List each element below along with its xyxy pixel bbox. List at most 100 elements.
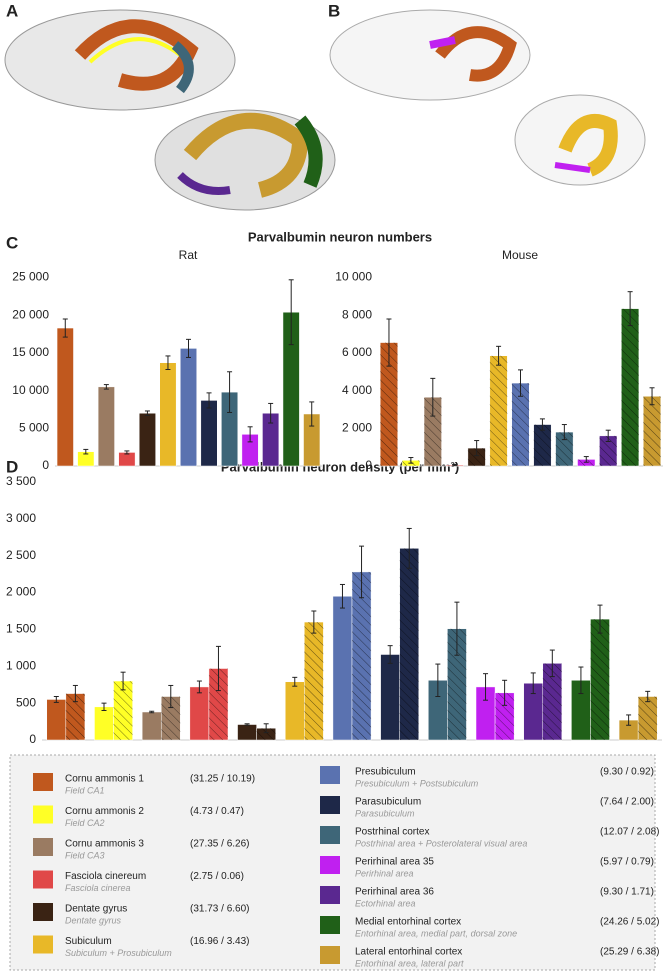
chart-title: Parvalbumin neuron numbers [248, 229, 432, 244]
legend-values: (12.07 / 2.08) [600, 827, 659, 838]
bar-hatch [380, 342, 398, 466]
legend-swatch [33, 805, 53, 824]
y-tick-label: 500 [16, 695, 36, 709]
legend-swatch [33, 935, 53, 954]
bar-hatch [489, 355, 508, 466]
y-tick-label: 10 000 [12, 383, 49, 397]
legend-name: Perirhinal area 36 [355, 887, 434, 898]
bar [118, 452, 136, 467]
bar-hatch [352, 571, 372, 740]
bar-hatch [304, 622, 324, 740]
bar-hatch [65, 693, 85, 740]
legend-values: (5.97 / 0.79) [600, 857, 654, 868]
bar-hatch [643, 396, 661, 466]
legend-subtitle: Perirhinal area [355, 868, 414, 878]
bar [380, 654, 400, 741]
chart-subtitle: Mouse [502, 248, 538, 262]
bar-hatch [161, 696, 181, 740]
legend-values: (4.73 / 0.47) [190, 806, 244, 817]
legend-values: (24.26 / 5.02) [600, 917, 659, 928]
legend-name: Postrhinal cortex [355, 827, 429, 838]
bar-hatch [208, 668, 228, 740]
bar [141, 711, 162, 741]
chart-title: Parvalbumin neuron density (per mm³) [221, 459, 459, 474]
bar-hatch [113, 681, 133, 740]
y-tick-label: 1 000 [6, 658, 36, 672]
panel-label: D [6, 457, 18, 476]
legend-subtitle: Field CA1 [65, 785, 105, 795]
chart-subtitle: Rat [179, 248, 198, 262]
legend-name: Cornu ammonis 2 [65, 806, 144, 817]
bar [46, 699, 67, 741]
bar [189, 686, 210, 741]
y-tick-label: 8 000 [342, 307, 372, 321]
bar [138, 412, 156, 467]
legend-swatch [33, 870, 53, 889]
y-tick-label: 20 000 [12, 307, 49, 321]
legend-name: Medial entorhinal cortex [355, 917, 461, 928]
y-tick-label: 2 000 [342, 420, 372, 434]
legend-values: (25.29 / 6.38) [600, 947, 659, 958]
bar [200, 400, 218, 467]
legend-values: (7.64 / 2.00) [600, 797, 654, 808]
legend-values: (31.73 / 6.60) [190, 904, 249, 915]
legend-swatch [320, 826, 340, 844]
legend-name: Dentate gyrus [65, 904, 127, 915]
legend-name: Perirhinal area 35 [355, 857, 434, 868]
bar-hatch [495, 692, 515, 740]
legend-values: (16.96 / 3.43) [190, 936, 249, 947]
legend-subtitle: Entorhinal area, medial part, dorsal zon… [355, 928, 517, 938]
bar-hatch [599, 435, 617, 466]
bar [94, 706, 114, 741]
legend-swatch [33, 903, 53, 921]
legend-swatch [320, 766, 340, 784]
bar-hatch [511, 383, 530, 466]
bar [159, 362, 177, 467]
brain-renderings [4, 9, 646, 211]
panel-label: C [6, 233, 18, 252]
panel-label: B [328, 1, 340, 20]
bar-hatch [590, 619, 610, 740]
bar [284, 681, 305, 741]
legend-swatch [320, 796, 340, 814]
legend-subtitle: Postrhinal area + Posterolateral visual … [355, 838, 527, 848]
legend-swatch [33, 773, 53, 791]
bar-hatch [533, 424, 552, 466]
bar-hatch [621, 308, 639, 466]
legend-subtitle: Fasciola cinerea [65, 883, 131, 893]
y-tick-label: 2 000 [6, 585, 36, 599]
legend-subtitle: Parasubiculum [355, 808, 415, 818]
panel-label: A [6, 1, 18, 20]
y-tick-label: 10 000 [335, 270, 372, 284]
legend-swatch [320, 856, 340, 874]
legend-name: Cornu ammonis 1 [65, 774, 144, 785]
y-tick-label: 5 000 [19, 420, 49, 434]
y-tick-label: 0 [365, 458, 372, 472]
legend-values: (9.30 / 1.71) [600, 887, 654, 898]
legend-name: Parasubiculum [355, 797, 421, 808]
legend-name: Subiculum [65, 936, 112, 947]
y-tick-label: 25 000 [12, 270, 49, 284]
y-tick-label: 3 500 [6, 474, 36, 488]
legend-subtitle: Entorhinal area, lateral part [355, 958, 464, 968]
bar-hatch [555, 432, 574, 466]
bar-hatch [424, 397, 442, 466]
legend-subtitle: Field CA2 [65, 818, 105, 828]
legend-swatch [320, 946, 340, 964]
y-tick-label: 2 500 [6, 548, 36, 562]
bar-hatch [447, 628, 467, 740]
bar [56, 327, 74, 467]
bar-hatch [399, 548, 419, 740]
legend-name: Cornu ammonis 3 [65, 839, 144, 850]
legend-name: Lateral entorhinal cortex [355, 947, 462, 958]
legend-values: (2.75 / 0.06) [190, 871, 244, 882]
legend-subtitle: Subiculum + Prosubiculum [65, 948, 172, 958]
legend-swatch [320, 916, 340, 934]
y-tick-label: 1 500 [6, 622, 36, 636]
bar [97, 386, 115, 467]
y-tick-label: 15 000 [12, 345, 49, 359]
bar [237, 724, 257, 741]
y-tick-label: 0 [42, 458, 49, 472]
y-tick-label: 3 000 [6, 511, 36, 525]
bar [332, 596, 353, 741]
